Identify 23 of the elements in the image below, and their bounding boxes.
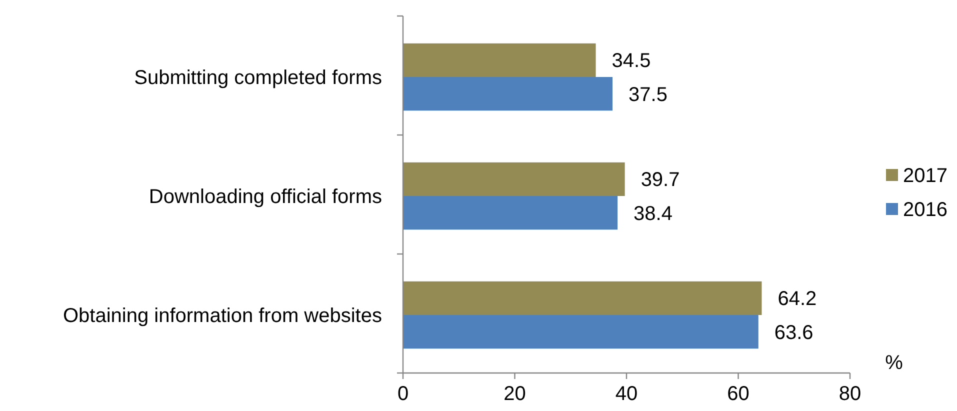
data-label: 38.4 [634, 202, 672, 225]
data-label: 34.5 [612, 50, 651, 72]
bar [403, 43, 596, 77]
x-axis-title: % [885, 352, 904, 374]
data-label: 37.5 [628, 84, 668, 106]
data-label: 64.2 [778, 288, 817, 310]
x-tick-label: 80 [838, 383, 862, 405]
y-tick-label: Obtaining information from websites [62, 305, 382, 327]
bar [403, 77, 613, 111]
x-tick-label: 0 [397, 383, 409, 405]
y-tick-label: Downloading official forms [148, 186, 382, 208]
legend-label: 2017 [903, 165, 948, 187]
bar [403, 281, 762, 315]
legend-label: 2016 [903, 199, 948, 221]
bar [403, 315, 758, 349]
y-tick-label: Submitting completed forms [134, 67, 382, 89]
x-tick-label: 40 [615, 383, 638, 405]
bar [403, 196, 618, 230]
data-label: 63.6 [774, 322, 814, 344]
data-label: 39.7 [640, 169, 680, 192]
x-tick-label: 20 [504, 383, 526, 405]
bar [403, 162, 625, 196]
x-tick-label: 60 [727, 383, 750, 405]
